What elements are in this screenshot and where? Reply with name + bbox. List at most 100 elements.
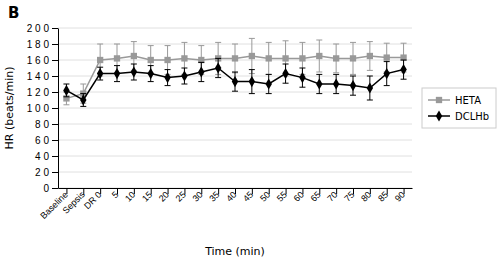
tick-label: 25 [174,190,188,204]
error-bar-cap [333,74,339,75]
tick-mark [404,188,405,194]
error-bar-cap [283,64,289,65]
marker [131,66,137,77]
marker [131,53,137,59]
error-bar-cap [114,81,120,82]
tick-label: 1 2 0 [27,87,50,98]
tick: 5 [110,188,121,200]
error-bar [215,58,221,77]
tick-mark [252,188,253,194]
legend-item: DCLHb [428,110,489,121]
grid-line [58,172,412,173]
series [63,38,406,104]
error-bar-cap [266,74,272,75]
marker [299,72,305,83]
error-bar [232,44,238,73]
tick-label: 35 [207,190,221,204]
error-bar [215,42,221,74]
x-axis-title: Time (min) [204,245,265,258]
error-bar-cap [266,42,272,43]
tick: 50 [258,188,272,204]
marker [333,55,339,61]
error-bar-cap [350,42,356,43]
series [63,58,407,106]
tick-mark [52,188,58,189]
marker [400,54,406,60]
chart: 02 04 06 08 01 0 01 2 01 4 01 6 01 8 02 … [0,0,500,260]
error-bar-cap [283,83,289,84]
tick-label: 1 6 0 [27,55,50,66]
error-bar [63,84,69,97]
error-bar-cap [148,45,154,46]
tick: 55 [275,188,289,204]
tick-mark [336,188,337,194]
error-bar-cap [299,68,305,69]
marker [299,55,305,61]
error-bar [148,66,154,82]
tick-mark [52,172,58,173]
tick: 80 [359,188,373,204]
y-axis-title: HR (beats/min) [3,67,16,150]
marker [316,53,322,59]
axis-line [58,29,59,189]
tick: 2 0 0 [27,23,58,34]
tick: 35 [207,188,221,204]
tick-label: 10 [123,190,137,204]
tick-mark [52,124,58,125]
error-bar-cap [63,96,69,97]
error-bar-cap [266,93,272,94]
marker [282,68,288,79]
tick-mark [117,188,118,194]
error-bar-cap [148,65,154,66]
grid-line [58,28,412,29]
tick-mark [83,188,84,194]
tick-label: 65 [309,190,323,204]
error-bar-cap [249,93,255,94]
error-bar-cap [215,58,221,59]
error-bar-cap [114,65,120,66]
error-bar-cap [316,40,322,41]
tick-label: 55 [275,190,289,204]
tick-mark [353,188,354,194]
error-bar-cap [316,93,322,94]
error-bar-cap [401,79,407,80]
error-bar [181,68,187,84]
grid-line [58,140,412,141]
tick-mark [66,188,67,194]
error-bar-cap [249,69,255,70]
error-bar-cap [131,41,137,42]
error-bar [165,46,171,75]
error-bar [232,72,238,91]
error-bar-cap [249,38,255,39]
legend-swatch-marker [436,97,442,103]
tick-mark [52,76,58,77]
marker [164,72,170,83]
tick: 0 [43,183,58,194]
marker [350,55,356,61]
tick-label: 2 0 0 [27,23,50,34]
legend-item: HETA [428,95,481,106]
tick-mark [52,92,58,93]
x-axis: BaselineSepsisDR 05101520253035404550556… [38,188,412,221]
tick: 6 0 [35,135,58,146]
tick-label: 1 4 0 [27,71,50,82]
error-bar-cap [299,87,305,88]
marker [384,54,390,60]
tick-mark [52,156,58,157]
error-bar-cap [165,45,171,46]
grid [58,28,412,188]
error-bar [114,66,120,82]
error-bar [198,62,204,81]
marker [97,57,103,63]
marks [63,38,407,106]
error-bar-cap [367,100,373,101]
error-bar-cap [198,45,204,46]
error-bar [350,76,356,95]
tick-label: 4 0 [35,151,49,162]
tick-mark [218,188,219,194]
error-bar [266,42,272,74]
marker [198,66,204,77]
error-bar-cap [299,42,305,43]
plot: 02 04 06 08 01 0 01 2 01 4 01 6 01 8 02 … [27,23,496,221]
tick: 65 [309,188,323,204]
